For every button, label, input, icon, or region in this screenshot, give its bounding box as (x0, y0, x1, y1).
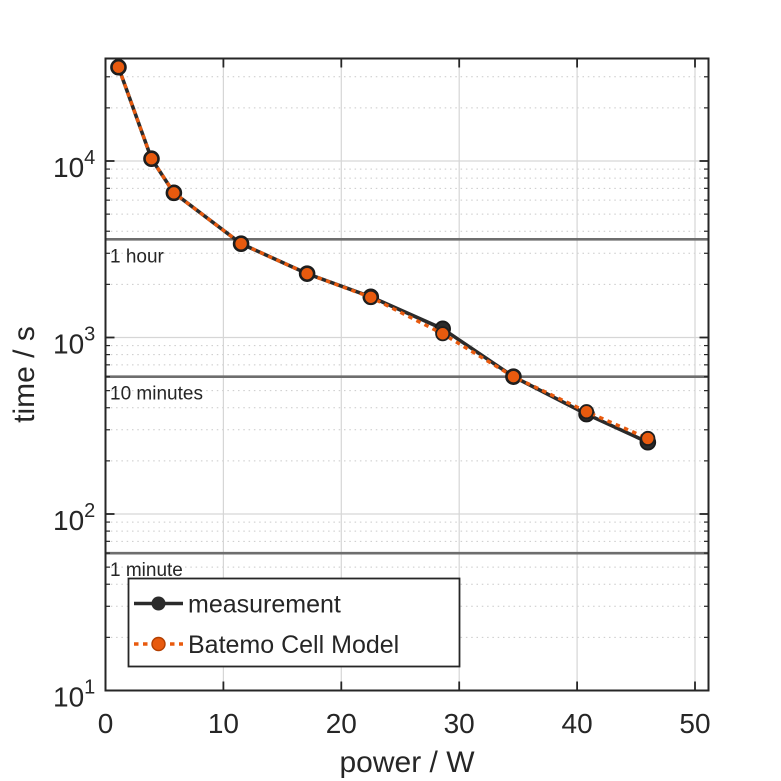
y-tick-label: 102 (53, 500, 95, 536)
legend-measurement-label: measurement (188, 591, 341, 619)
x-tick-label: 20 (326, 708, 357, 739)
y-tick-label: 103 (53, 324, 95, 360)
data-point-marker (166, 185, 182, 201)
x-tick-label: 0 (98, 708, 114, 739)
data-point-marker (363, 289, 379, 305)
y-axis-label: time / s (8, 326, 41, 423)
data-point-marker (579, 404, 595, 420)
reference-line-label: 10 minutes (110, 384, 203, 405)
reference-line-label: 1 hour (110, 246, 165, 267)
legend-box (127, 577, 461, 668)
y-tick-label: 101 (53, 677, 95, 713)
series-line (116, 66, 649, 440)
legend-batemo-label: Batemo Cell Model (188, 631, 399, 659)
data-point-marker (110, 59, 126, 75)
x-tick-label: 50 (679, 708, 710, 739)
series-batemo-cell-model (110, 59, 656, 446)
data-point-marker (299, 266, 315, 282)
axes-box-and-ticks (104, 57, 710, 692)
data-point-marker (143, 151, 159, 167)
major-grid-lines (105, 58, 709, 691)
axes-box (104, 57, 710, 692)
x-tick-labels: 0 10 20 30 40 50 (98, 708, 711, 739)
data-point-marker (435, 326, 451, 342)
reference-line-label: 1 minute (110, 560, 183, 581)
x-tick-label: 30 (444, 708, 475, 739)
data-point-marker (505, 369, 521, 385)
legend: measurement Batemo Cell Model (127, 577, 461, 668)
y-tick-label: 104 (53, 147, 95, 183)
legend-batemo-marker (151, 636, 166, 652)
data-point-marker (640, 430, 656, 446)
x-axis-label: power / W (339, 746, 475, 779)
y-tick-labels: 101 102 103 104 (53, 147, 95, 713)
data-point-marker (233, 236, 249, 252)
x-tick-label: 40 (562, 708, 593, 739)
x-tick-label: 10 (208, 708, 239, 739)
legend-measurement-marker (151, 596, 166, 611)
reference-lines: 1 hour 10 minutes 1 minute (105, 238, 709, 581)
